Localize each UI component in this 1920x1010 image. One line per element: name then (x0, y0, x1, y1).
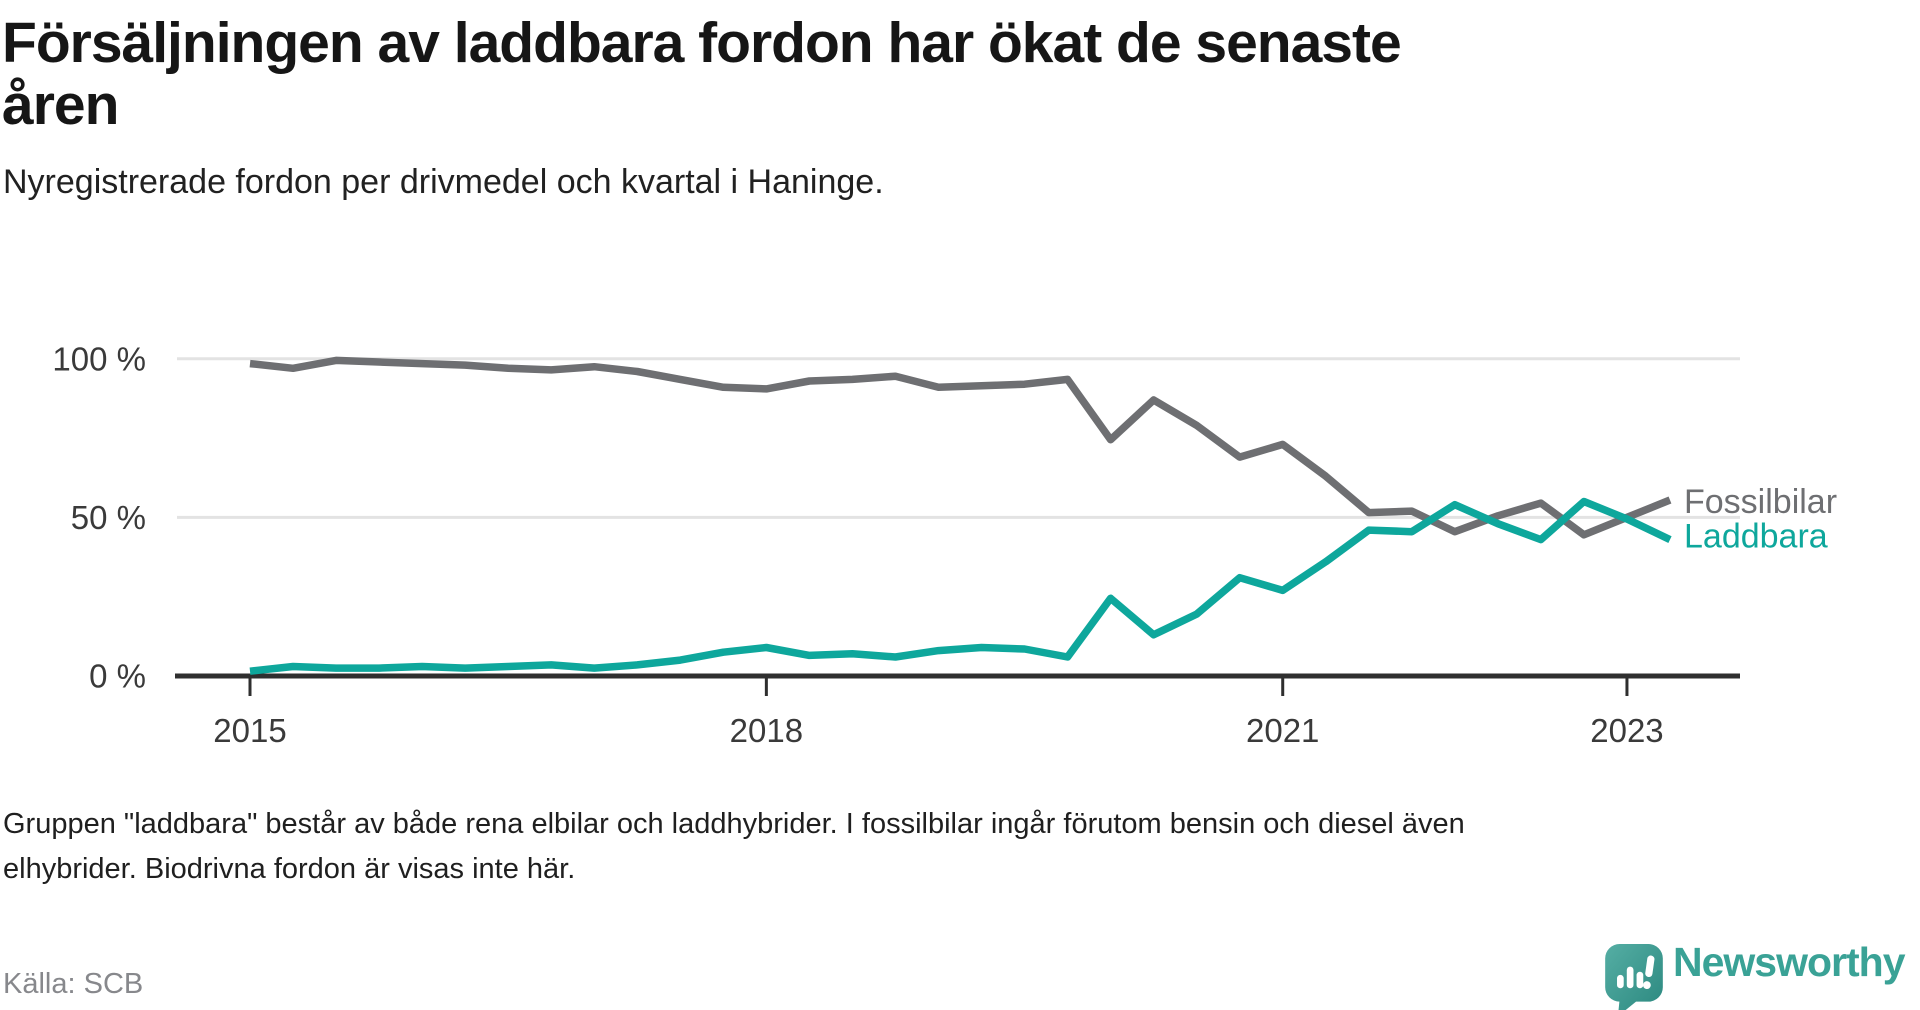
brand-wordmark: Newsworthy (1673, 939, 1905, 985)
legend-label-fossilbilar: Fossilbilar (1684, 483, 1837, 521)
title-line-1: Försäljningen av laddbara fordon har öka… (2, 11, 1402, 75)
title-line-2: åren (2, 73, 119, 137)
x-tick-label-2018: 2018 (730, 712, 803, 749)
legend-label-laddbara: Laddbara (1684, 518, 1828, 556)
x-tick-label-2023: 2023 (1590, 712, 1663, 749)
page-title: Försäljningen av laddbara fordon har öka… (2, 12, 1622, 136)
y-tick-label-100: 100 % (52, 340, 146, 377)
source-label: Källa: SCB (3, 968, 144, 1000)
x-tick-label-2015: 2015 (213, 712, 286, 749)
footnote-line-1: Gruppen "laddbara" består av både rena e… (3, 808, 1465, 840)
y-tick-label-50: 50 % (71, 499, 146, 536)
x-tick-label-2021: 2021 (1246, 712, 1319, 749)
footnote-line-2: elhybrider. Biodrivna fordon är visas in… (3, 853, 576, 885)
y-tick-label-0: 0 % (89, 658, 146, 695)
footnote: Gruppen "laddbara" består av både rena e… (3, 802, 1563, 892)
chart-subtitle: Nyregistrerade fordon per drivmedel och … (3, 163, 884, 201)
series-line-laddbara (249, 497, 1672, 675)
newsworthy-bubble-chart-icon (1605, 944, 1663, 1010)
brand-logo: Newsworthy (1605, 939, 1915, 1010)
